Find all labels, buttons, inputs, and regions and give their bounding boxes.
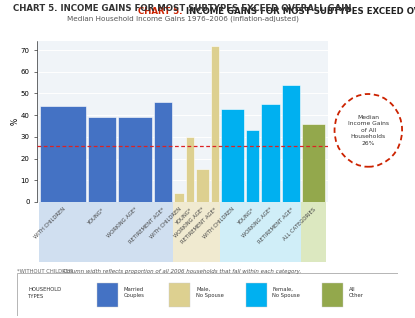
Text: CHART 5. INCOME GAINS FOR MOST SUBTYPES EXCEED OVERALL GAIN: CHART 5. INCOME GAINS FOR MOST SUBTYPES … <box>13 4 352 13</box>
FancyBboxPatch shape <box>97 283 118 307</box>
Text: *WITHOUT CHILDREN: *WITHOUT CHILDREN <box>17 269 73 274</box>
Text: WITH CHILDREN: WITH CHILDREN <box>203 207 236 240</box>
Text: Column width reflects proportion of all 2006 households that fall within each ca: Column width reflects proportion of all … <box>63 269 302 274</box>
FancyBboxPatch shape <box>17 273 398 316</box>
Text: WORKING AGE*: WORKING AGE* <box>173 207 206 239</box>
Bar <box>302 124 325 202</box>
Text: CHART 5.: CHART 5. <box>138 7 183 16</box>
Text: YOUNG*: YOUNG* <box>237 207 256 225</box>
Text: RETIREMENT AGE*: RETIREMENT AGE* <box>129 207 166 245</box>
Bar <box>88 117 116 202</box>
Text: Married
Couples: Married Couples <box>124 287 144 298</box>
FancyBboxPatch shape <box>322 283 343 307</box>
Bar <box>118 117 152 202</box>
Bar <box>261 104 280 202</box>
Bar <box>196 169 209 202</box>
Bar <box>154 102 172 202</box>
Text: HOUSEHOLD
TYPES: HOUSEHOLD TYPES <box>28 287 61 299</box>
FancyBboxPatch shape <box>169 283 190 307</box>
Text: Median
Income Gains
of All
Households
26%: Median Income Gains of All Households 26… <box>348 115 389 146</box>
Text: Median Household Income Gains 1976–2006 (inflation-adjusted): Median Household Income Gains 1976–2006 … <box>67 15 298 22</box>
Bar <box>40 107 86 202</box>
Text: WORKING AGE*: WORKING AGE* <box>106 207 139 239</box>
Bar <box>39 202 173 262</box>
Text: Female,
No Spouse: Female, No Spouse <box>272 287 300 298</box>
Text: WITH CHILDREN: WITH CHILDREN <box>33 207 66 240</box>
Text: YOUNG*: YOUNG* <box>175 207 193 225</box>
Y-axis label: %: % <box>10 118 20 125</box>
Text: All
Other: All Other <box>349 287 364 298</box>
Bar <box>186 137 194 202</box>
Text: RETIREMENT AGE*: RETIREMENT AGE* <box>257 207 295 245</box>
Text: RETIREMENT AGE*: RETIREMENT AGE* <box>181 207 218 245</box>
Bar <box>221 109 244 202</box>
Bar <box>282 85 300 202</box>
Text: INCOME GAINS FOR MOST SUBTYPES EXCEED OVERALL GAIN: INCOME GAINS FOR MOST SUBTYPES EXCEED OV… <box>183 7 415 16</box>
Bar <box>220 202 301 262</box>
Bar <box>174 193 184 202</box>
Text: YOUNG*: YOUNG* <box>87 207 106 225</box>
Bar <box>301 202 326 262</box>
Text: Male,
No Spouse: Male, No Spouse <box>196 287 224 298</box>
Bar <box>211 46 219 202</box>
Text: ALL CATEGORIES: ALL CATEGORIES <box>283 207 317 241</box>
Bar <box>246 130 259 202</box>
FancyBboxPatch shape <box>246 283 267 307</box>
Bar <box>173 202 220 262</box>
Circle shape <box>334 94 402 167</box>
Text: WITH CHILDREN: WITH CHILDREN <box>149 207 183 240</box>
Text: WORKING AGE*: WORKING AGE* <box>242 207 274 239</box>
